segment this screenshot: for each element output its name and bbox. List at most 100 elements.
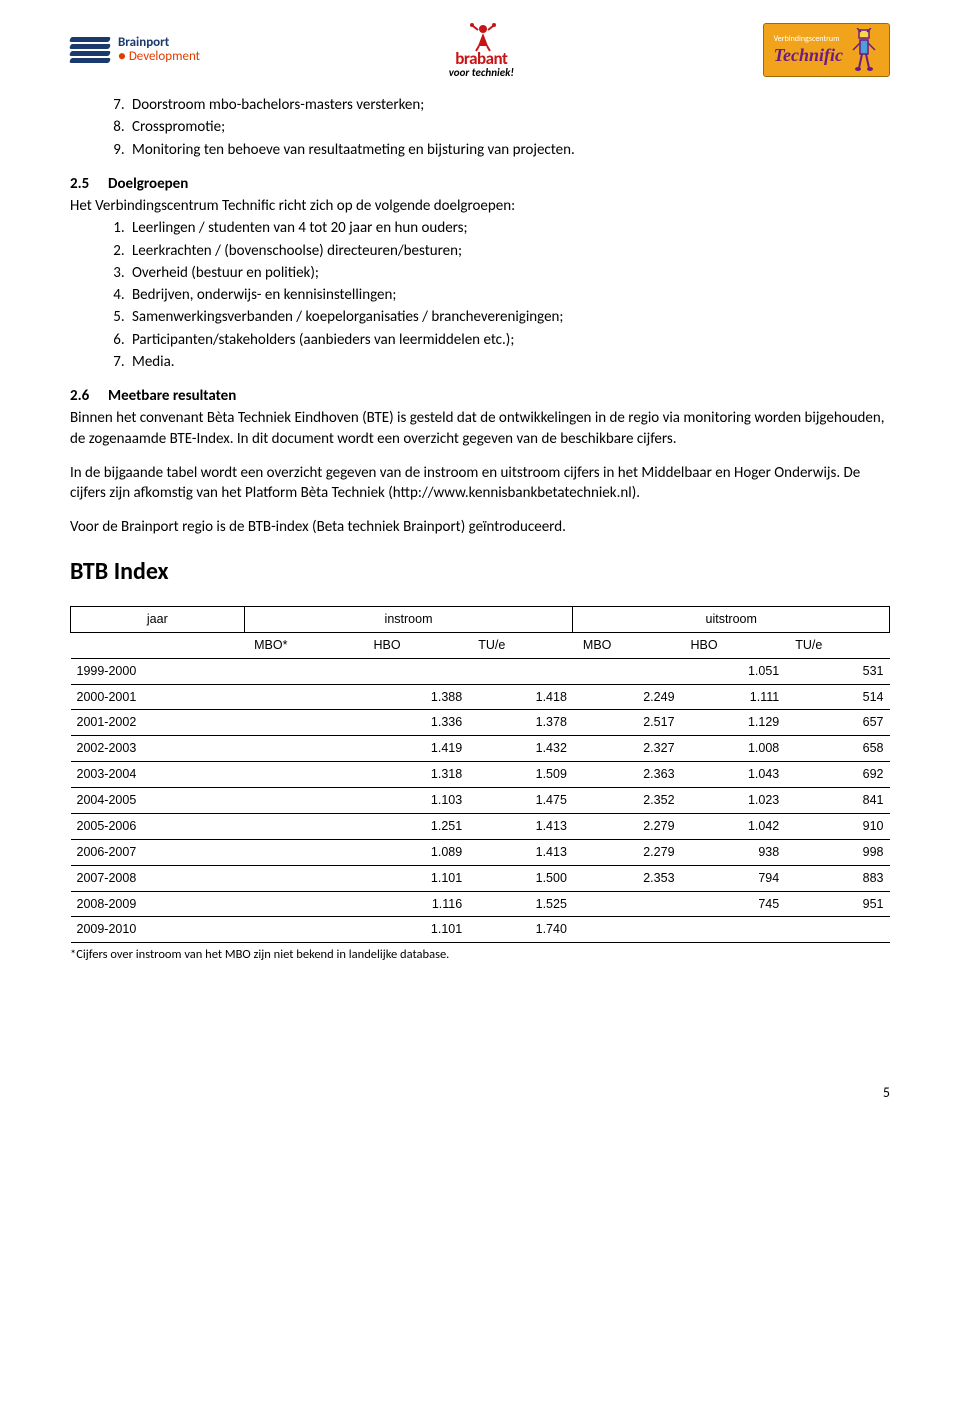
technific-subtitle: Verbindingscentrum — [774, 35, 843, 43]
cell-value: 1.509 — [468, 762, 573, 788]
heading-2-5-num: 2.5 — [70, 174, 108, 194]
list-item: Doorstroom mbo-bachelors-masters verster… — [128, 95, 890, 115]
list-item: Leerlingen / studenten van 4 tot 20 jaar… — [128, 218, 890, 238]
cell-value: 1.101 — [364, 917, 469, 943]
cell-value: 1.525 — [468, 891, 573, 917]
cell-value: 1.418 — [468, 684, 573, 710]
cell-value: 1.475 — [468, 788, 573, 814]
cell-value: 1.043 — [681, 762, 786, 788]
brainport-line1: Brainport — [118, 35, 169, 50]
list-doelgroepen: Leerlingen / studenten van 4 tot 20 jaar… — [70, 218, 890, 372]
cell-value: 1.413 — [468, 813, 573, 839]
th-col: MBO* — [244, 632, 363, 658]
sec26-p2: In de bijgaande tabel wordt een overzich… — [70, 463, 890, 504]
cell-year: 2009-2010 — [71, 917, 245, 943]
cell-value: 841 — [785, 788, 889, 814]
cell-value: 514 — [785, 684, 889, 710]
cell-year: 2005-2006 — [71, 813, 245, 839]
cell-value: 2.279 — [573, 813, 681, 839]
btb-heading: BTB Index — [70, 556, 890, 588]
cell-year: 2003-2004 — [71, 762, 245, 788]
table-row: 2000-20011.3881.4182.2491.111514 — [71, 684, 890, 710]
cell-value — [244, 788, 363, 814]
cell-value: 1.336 — [364, 710, 469, 736]
brabant-line2: voor techniek! — [449, 66, 514, 79]
cell-value — [364, 658, 469, 684]
btb-table: jaar instroom uitstroom MBO*HBOTU/eMBOHB… — [70, 606, 890, 943]
cell-value — [573, 891, 681, 917]
cell-value — [244, 839, 363, 865]
cell-value: 1.413 — [468, 839, 573, 865]
cell-value: 2.352 — [573, 788, 681, 814]
cell-value: 1.089 — [364, 839, 469, 865]
brainport-text: Brainport ● Development — [118, 36, 200, 65]
cell-value: 1.419 — [364, 736, 469, 762]
cell-value: 1.101 — [364, 865, 469, 891]
header-logos: Brainport ● Development — [70, 20, 890, 80]
sec26-p1: Binnen het convenant Bèta Techniek Eindh… — [70, 408, 890, 449]
list-item: Crosspromotie; — [128, 117, 890, 137]
cell-value — [244, 736, 363, 762]
logo-brainport: Brainport ● Development — [70, 36, 200, 65]
cell-year: 2007-2008 — [71, 865, 245, 891]
cell-value: 657 — [785, 710, 889, 736]
cell-value: 1.042 — [681, 813, 786, 839]
cell-value: 938 — [681, 839, 786, 865]
cell-value — [785, 917, 889, 943]
cell-value: 1.023 — [681, 788, 786, 814]
logo-brabant: brabant voor techniek! — [449, 22, 514, 79]
cell-value — [573, 917, 681, 943]
cell-value: 745 — [681, 891, 786, 917]
cell-value: 1.008 — [681, 736, 786, 762]
list-item: Participanten/stakeholders (aanbieders v… — [128, 330, 890, 350]
cell-value: 1.116 — [364, 891, 469, 917]
cell-value: 910 — [785, 813, 889, 839]
th-col: TU/e — [785, 632, 889, 658]
th-col: HBO — [681, 632, 786, 658]
heading-2-6-title: Meetbare resultaten — [108, 387, 236, 405]
cell-value — [468, 658, 573, 684]
table-row: 2003-20041.3181.5092.3631.043692 — [71, 762, 890, 788]
cell-value: 2.363 — [573, 762, 681, 788]
list-item: Leerkrachten / (bovenschoolse) directeur… — [128, 241, 890, 261]
content: Doorstroom mbo-bachelors-masters verster… — [70, 95, 890, 1103]
th-instroom: instroom — [244, 606, 573, 632]
cell-year: 2001-2002 — [71, 710, 245, 736]
cell-value — [244, 891, 363, 917]
cell-value: 531 — [785, 658, 889, 684]
brabant-figure-icon — [466, 22, 496, 50]
cell-value — [681, 917, 786, 943]
cell-value: 2.279 — [573, 839, 681, 865]
page-number: 5 — [70, 1084, 890, 1103]
table-row: 1999-20001.051531 — [71, 658, 890, 684]
th-col: HBO — [364, 632, 469, 658]
table-header-row-2: MBO*HBOTU/eMBOHBOTU/e — [71, 632, 890, 658]
list-item: Overheid (bestuur en politiek); — [128, 263, 890, 283]
heading-2-5: 2.5Doelgroepen — [70, 174, 890, 194]
cell-value: 1.318 — [364, 762, 469, 788]
cell-value: 1.378 — [468, 710, 573, 736]
cell-value: 1.251 — [364, 813, 469, 839]
sec26-p3: Voor de Brainport regio is de BTB-index … — [70, 517, 890, 537]
table-row: 2009-20101.1011.740 — [71, 917, 890, 943]
list-item: Media. — [128, 352, 890, 372]
heading-2-6: 2.6Meetbare resultaten — [70, 386, 890, 406]
cell-year: 2002-2003 — [71, 736, 245, 762]
cell-year: 2004-2005 — [71, 788, 245, 814]
heading-2-5-title: Doelgroepen — [108, 175, 188, 193]
cell-value: 2.249 — [573, 684, 681, 710]
cell-value: 1.500 — [468, 865, 573, 891]
cell-value: 883 — [785, 865, 889, 891]
cell-value — [244, 684, 363, 710]
cell-value: 2.353 — [573, 865, 681, 891]
logo-technific: Verbindingscentrum Technific — [763, 23, 890, 77]
cell-value: 1.432 — [468, 736, 573, 762]
list-item: Samenwerkingsverbanden / koepelorganisat… — [128, 307, 890, 327]
cell-value: 1.388 — [364, 684, 469, 710]
cell-value: 1.129 — [681, 710, 786, 736]
cell-value: 1.051 — [681, 658, 786, 684]
list-item: Monitoring ten behoeve van resultaatmeti… — [128, 140, 890, 160]
technific-title: Technific — [774, 45, 843, 65]
th-uitstroom: uitstroom — [573, 606, 890, 632]
cell-value: 998 — [785, 839, 889, 865]
